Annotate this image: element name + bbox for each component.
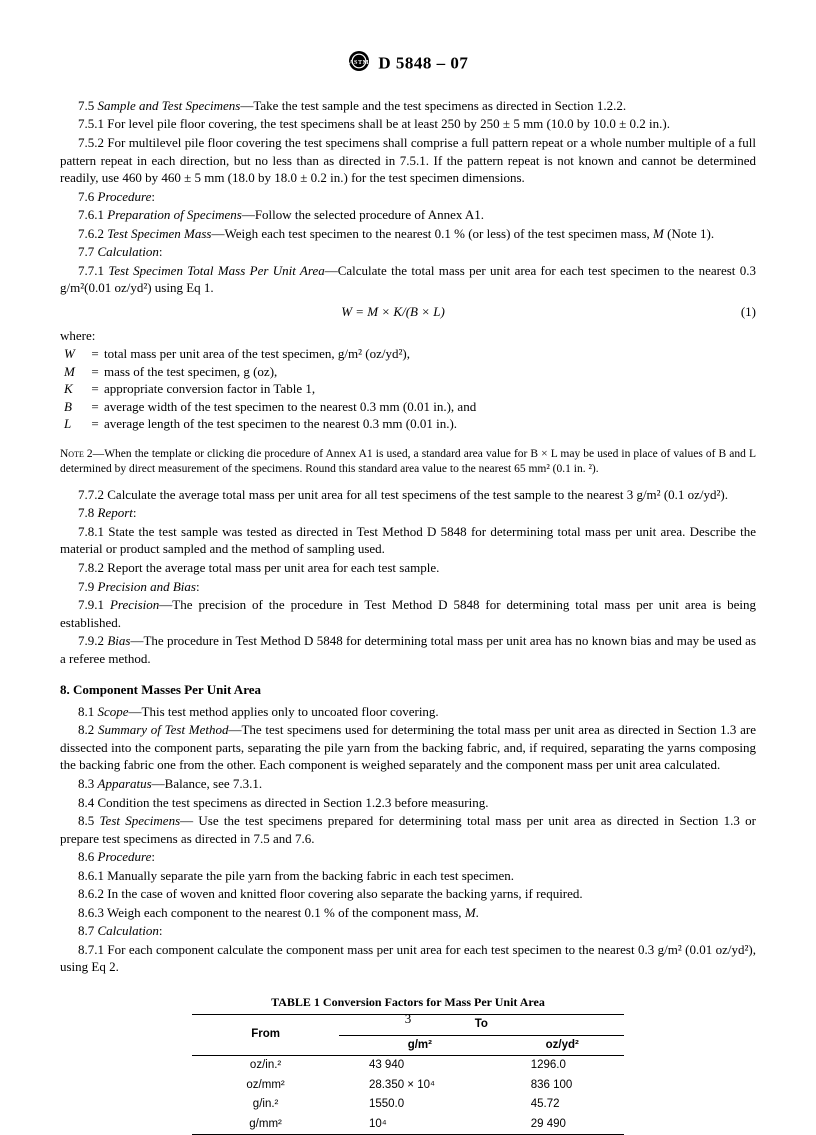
where-M: M=mass of the test specimen, g (oz), <box>60 363 756 381</box>
para-8-7: 8.7 Calculation: <box>60 922 756 940</box>
page-number: 3 <box>0 1010 816 1028</box>
table-col-ozyd2: oz/yd² <box>501 1035 624 1056</box>
equation-1-num: (1) <box>726 303 756 321</box>
table-col-gm2: g/m² <box>339 1035 501 1056</box>
para-7-6: 7.6 Procedure: <box>60 188 756 206</box>
section-8-heading: 8. Component Masses Per Unit Area <box>60 681 756 699</box>
astm-logo: ASTM <box>348 50 370 79</box>
para-7-7-1: 7.7.1 Test Specimen Total Mass Per Unit … <box>60 262 756 297</box>
para-7-9: 7.9 Precision and Bias: <box>60 578 756 596</box>
designation: D 5848 – 07 <box>378 53 468 72</box>
para-7-9-1: 7.9.1 Precision—The precision of the pro… <box>60 596 756 631</box>
equation-1-expr: W = M × K/(B × L) <box>60 303 726 321</box>
para-8-5: 8.5 Test Specimens— Use the test specime… <box>60 812 756 847</box>
para-7-8-1: 7.8.1 State the test sample was tested a… <box>60 523 756 558</box>
para-8-7-1: 8.7.1 For each component calculate the c… <box>60 941 756 976</box>
para-7-7: 7.7 Calculation: <box>60 243 756 261</box>
table-row: g/mm² 10⁴ 29 490 <box>192 1115 624 1135</box>
where-label: where: <box>60 327 756 345</box>
para-8-6-3: 8.6.3 Weigh each component to the neares… <box>60 904 756 922</box>
para-7-6-2: 7.6.2 Test Specimen Mass—Weigh each test… <box>60 225 756 243</box>
equation-1: W = M × K/(B × L) (1) <box>60 303 756 321</box>
para-7-7-2: 7.7.2 Calculate the average total mass p… <box>60 486 756 504</box>
para-8-4: 8.4 Condition the test specimens as dire… <box>60 794 756 812</box>
para-8-2: 8.2 Summary of Test Method—The test spec… <box>60 721 756 774</box>
svg-text:ASTM: ASTM <box>349 59 369 66</box>
para-7-5: 7.5 Sample and Test Specimens—Take the t… <box>60 97 756 115</box>
table-1-title: TABLE 1 Conversion Factors for Mass Per … <box>192 994 624 1010</box>
page-header: ASTM D 5848 – 07 <box>60 50 756 79</box>
para-7-8: 7.8 Report: <box>60 504 756 522</box>
para-7-5-2: 7.5.2 For multilevel pile floor covering… <box>60 134 756 187</box>
note-2: Note 2—When the template or clicking die… <box>60 447 756 478</box>
para-7-6-1: 7.6.1 Preparation of Specimens—Follow th… <box>60 206 756 224</box>
para-7-8-2: 7.8.2 Report the average total mass per … <box>60 559 756 577</box>
table-row: oz/mm² 28.350 × 10⁴ 836 100 <box>192 1076 624 1096</box>
para-8-3: 8.3 Apparatus—Balance, see 7.3.1. <box>60 775 756 793</box>
para-8-6-1: 8.6.1 Manually separate the pile yarn fr… <box>60 867 756 885</box>
where-W: W=total mass per unit area of the test s… <box>60 345 756 363</box>
where-L: L=average length of the test specimen to… <box>60 415 756 433</box>
para-8-1: 8.1 Scope—This test method applies only … <box>60 703 756 721</box>
para-8-6: 8.6 Procedure: <box>60 848 756 866</box>
para-7-5-1: 7.5.1 For level pile floor covering, the… <box>60 115 756 133</box>
where-B: B=average width of the test specimen to … <box>60 398 756 416</box>
para-8-6-2: 8.6.2 In the case of woven and knitted f… <box>60 885 756 903</box>
where-K: K=appropriate conversion factor in Table… <box>60 380 756 398</box>
table-row: oz/in.² 43 940 1296.0 <box>192 1056 624 1076</box>
table-row: g/in.² 1550.0 45.72 <box>192 1095 624 1115</box>
para-7-9-2: 7.9.2 Bias—The procedure in Test Method … <box>60 632 756 667</box>
